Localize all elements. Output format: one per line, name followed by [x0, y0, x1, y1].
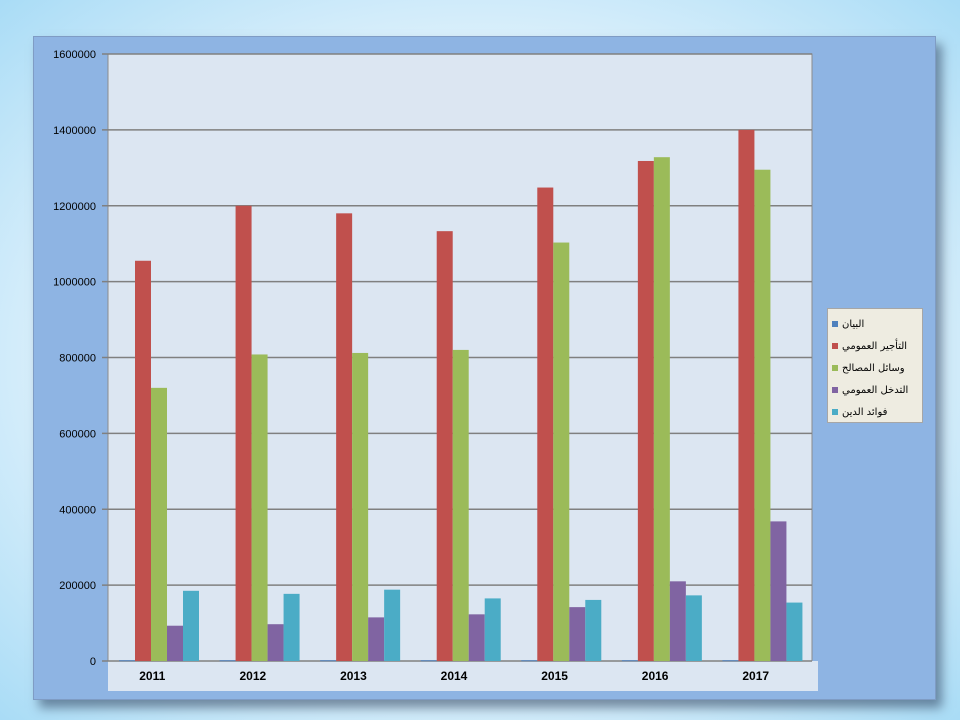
y-tick-label: 1000000	[53, 277, 96, 289]
legend-label: وسائل المصالح	[842, 362, 905, 374]
legend-swatch	[832, 321, 838, 327]
legend-label: فوائد الدين	[842, 406, 888, 418]
bar-التدخل-العمومي-2015	[569, 607, 586, 661]
x-category-label: 2016	[642, 669, 669, 683]
bar-فوائد-الدين-2015	[585, 599, 602, 661]
chart-frame: 0 200000 400000 600000 800000 1000000 1200000 1…	[33, 36, 936, 700]
bar-البيان-2017	[722, 660, 739, 662]
legend-item: التدخل العمومي	[832, 379, 918, 401]
x-category-label: 2011	[139, 669, 165, 683]
y-tick-label: 1400000	[53, 125, 96, 137]
bar-وسائل-المصالح-2016	[653, 157, 670, 661]
bar-التدخل-العمومي-2016	[669, 581, 686, 661]
bar-البيان-2015	[521, 660, 538, 662]
y-tick-label: 1200000	[53, 201, 96, 213]
y-tick-label: 0	[90, 656, 96, 668]
legend-swatch	[832, 365, 838, 371]
bar-وسائل-المصالح-2011	[151, 387, 167, 661]
x-category-label: 2013	[340, 669, 367, 683]
bar-فوائد-الدين-2011	[183, 590, 199, 661]
bar-البيان-2011	[119, 660, 135, 662]
y-tick-label: 800000	[59, 353, 96, 365]
y-tick-label: 400000	[59, 504, 96, 516]
x-axis: 2011 2012 2013 2014 2015 2016 2017	[139, 669, 769, 683]
bar-chart: 0 200000 400000 600000 800000 1000000 1200000 1…	[53, 49, 818, 691]
bar-التأجير-العمومي-2015	[537, 187, 554, 662]
legend-swatch	[832, 387, 838, 393]
bar-وسائل-المصالح-2013	[352, 352, 369, 661]
legend-item: البيان	[832, 313, 918, 335]
legend: البيان التأجير العمومي وسائل المصالح التدخل…	[827, 308, 923, 423]
bar-فوائد-الدين-2014	[484, 598, 501, 661]
legend-swatch	[832, 409, 838, 415]
bar-التأجير-العمومي-2011	[135, 260, 151, 661]
bar-التدخل-العمومي-2011	[167, 625, 183, 661]
bar-وسائل-المصالح-2014	[452, 349, 469, 661]
x-category-label: 2017	[742, 669, 769, 683]
y-tick-label: 1600000	[53, 49, 96, 61]
bar-فوائد-الدين-2017	[786, 602, 803, 661]
bar-التدخل-العمومي-2017	[770, 521, 787, 661]
legend-swatch	[832, 343, 838, 349]
y-tick-label: 600000	[59, 428, 96, 440]
bar-البيان-2014	[420, 660, 437, 662]
bar-البيان-2012	[219, 660, 236, 662]
bar-وسائل-المصالح-2017	[754, 169, 771, 661]
bar-البيان-2016	[621, 660, 638, 662]
legend-item: التأجير العمومي	[832, 335, 918, 357]
bar-layer	[119, 129, 803, 662]
y-axis: 0 200000 400000 600000 800000 1000000 1200000 1…	[53, 49, 96, 668]
bar-فوائد-الدين-2013	[384, 589, 401, 661]
legend-label: التدخل العمومي	[842, 384, 909, 396]
bar-التدخل-العمومي-2012	[267, 624, 284, 661]
bar-وسائل-المصالح-2015	[553, 242, 570, 661]
category-band	[108, 661, 818, 691]
bar-التدخل-العمومي-2014	[468, 614, 485, 661]
bar-البيان-2013	[320, 660, 337, 662]
x-category-label: 2012	[240, 669, 267, 683]
bar-التأجير-العمومي-2013	[336, 213, 353, 661]
legend-label: التأجير العمومي	[842, 340, 908, 352]
bar-وسائل-المصالح-2012	[251, 354, 268, 661]
bar-فوائد-الدين-2016	[685, 595, 702, 661]
bar-التأجير-العمومي-2014	[436, 231, 453, 661]
bar-فوائد-الدين-2012	[283, 593, 300, 661]
y-tick-label: 200000	[59, 580, 96, 592]
bar-التأجير-العمومي-2016	[637, 160, 654, 661]
bar-التأجير-العمومي-2017	[738, 129, 755, 661]
legend-item: وسائل المصالح	[832, 357, 918, 379]
x-category-label: 2015	[541, 669, 568, 683]
legend-item: فوائد الدين	[832, 401, 918, 423]
bar-التأجير-العمومي-2012	[235, 205, 252, 661]
legend-label: البيان	[842, 318, 865, 330]
x-category-label: 2014	[441, 669, 468, 683]
bar-التدخل-العمومي-2013	[368, 617, 385, 661]
